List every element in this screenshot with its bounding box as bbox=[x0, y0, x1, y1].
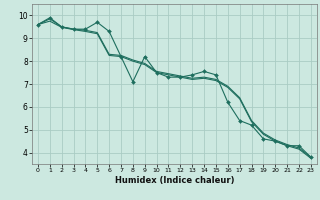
X-axis label: Humidex (Indice chaleur): Humidex (Indice chaleur) bbox=[115, 176, 234, 185]
